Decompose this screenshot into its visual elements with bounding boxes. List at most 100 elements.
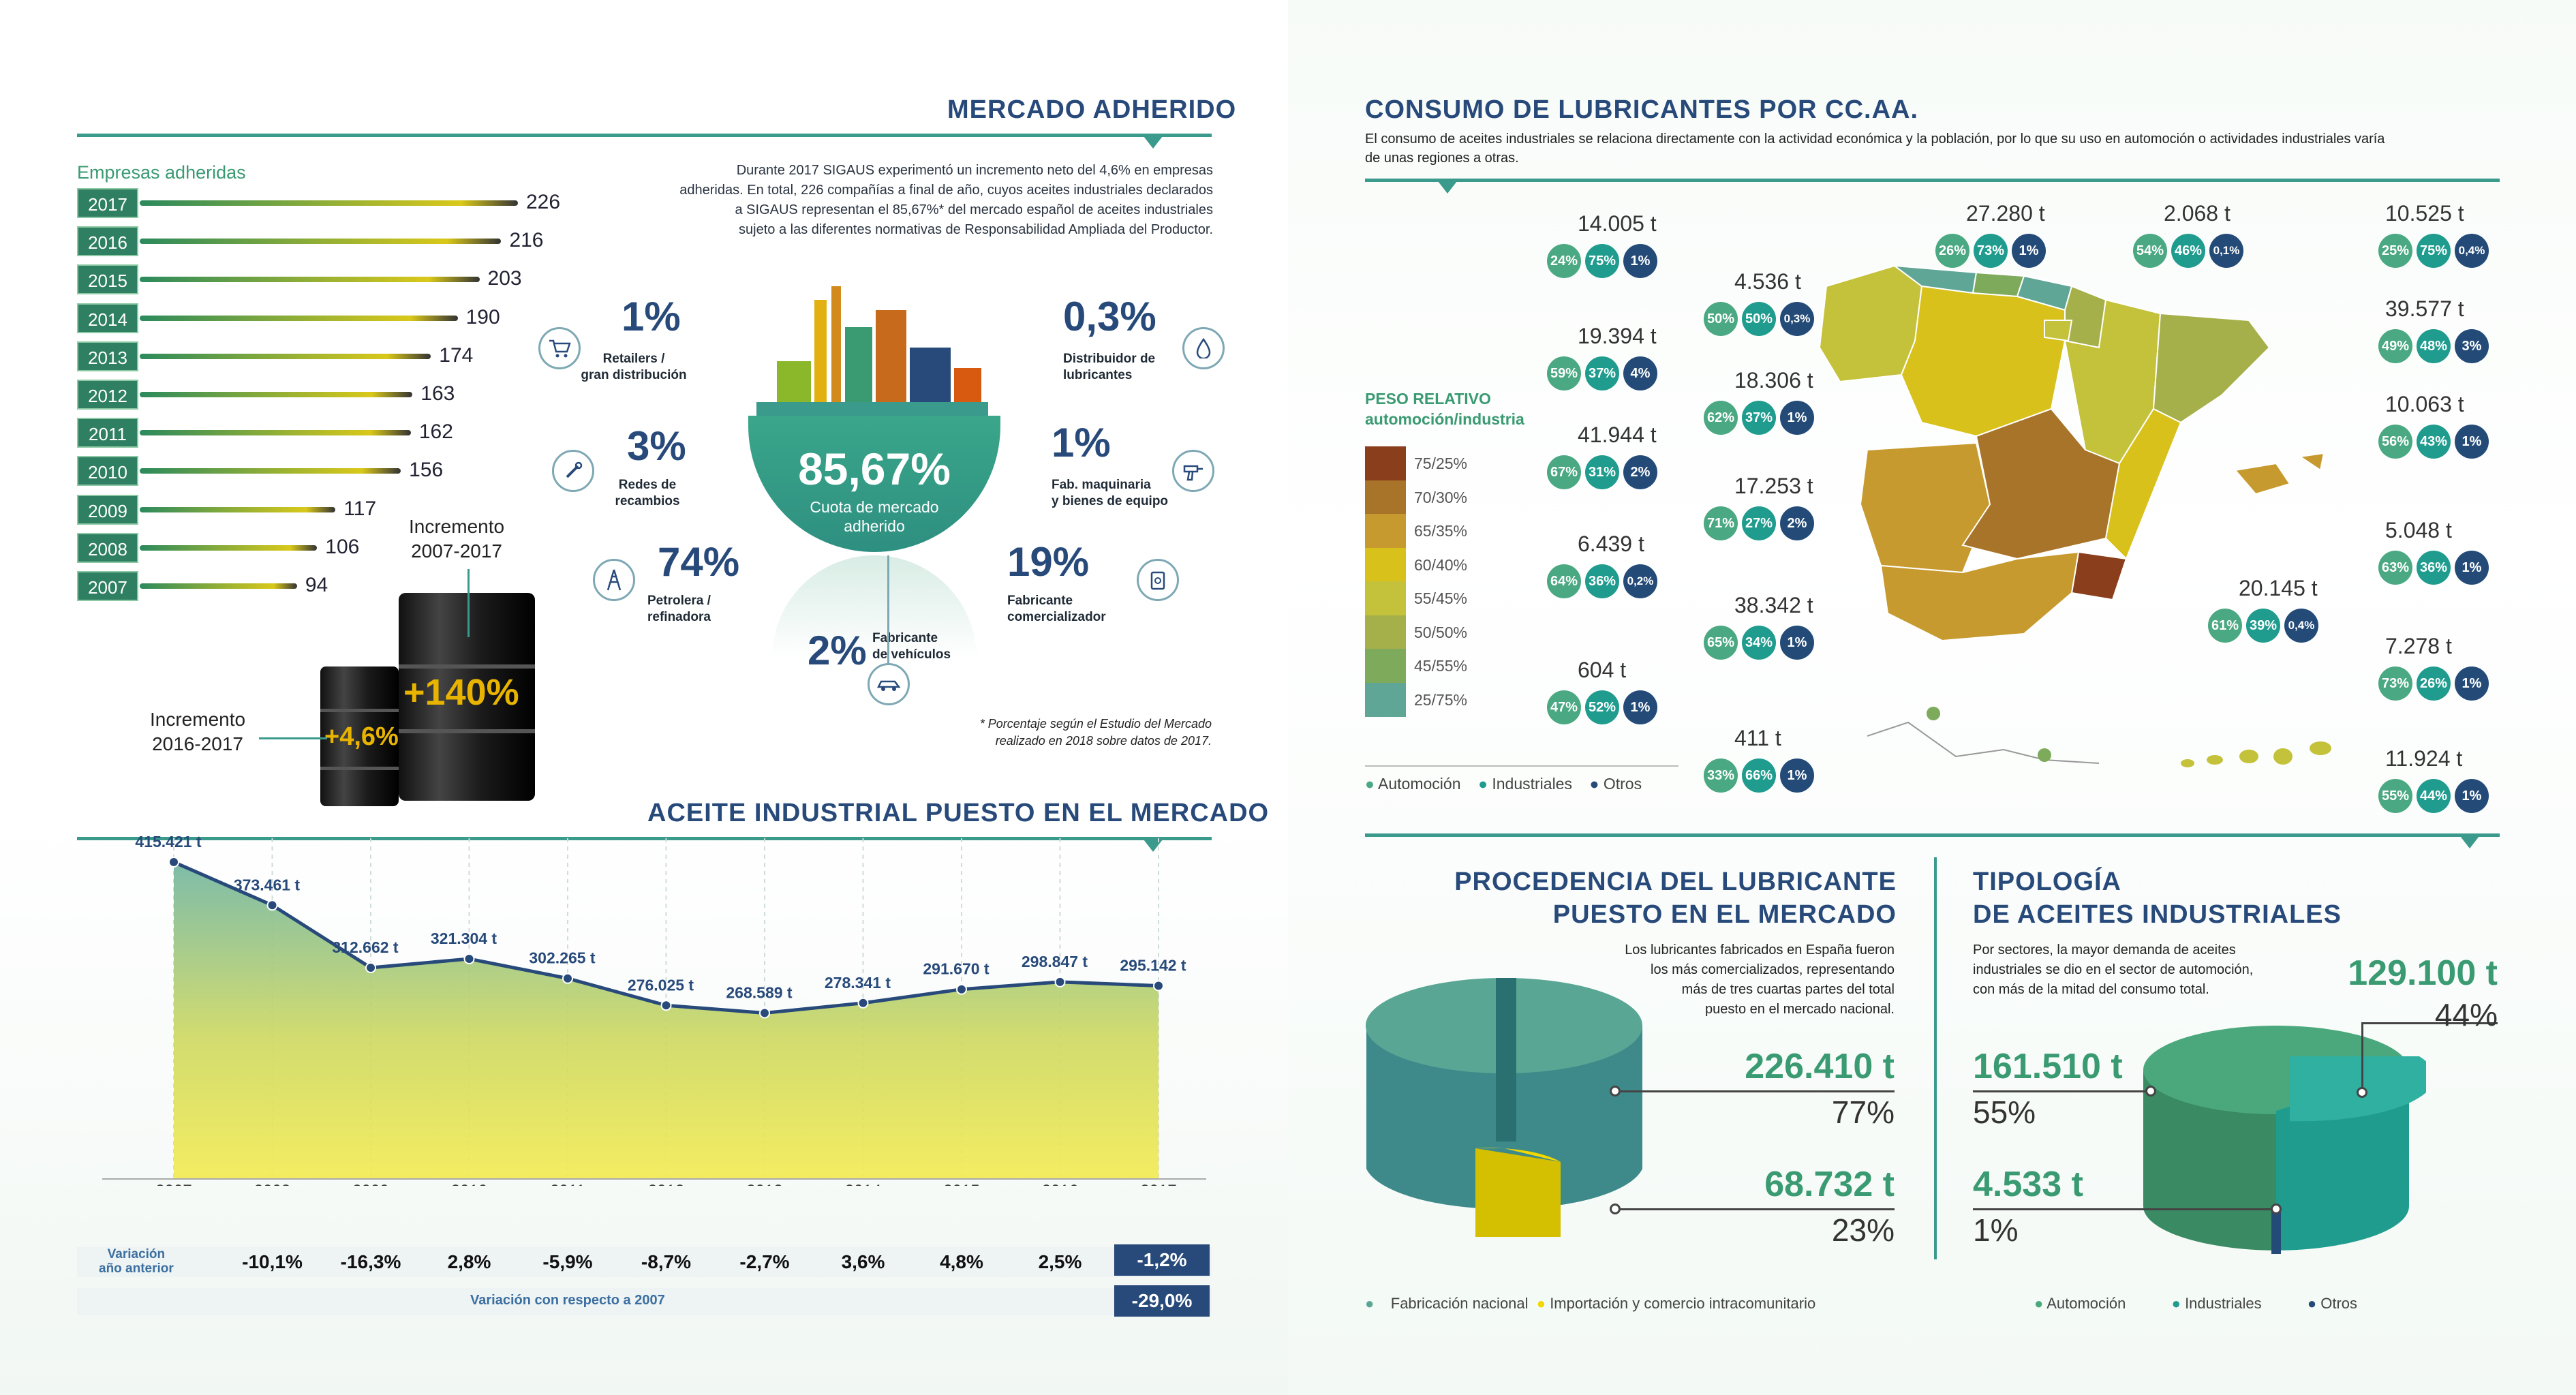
region-share-dot: 1% xyxy=(1623,690,1657,724)
procedencia-value-2: 68.732 t xyxy=(1764,1165,1895,1204)
pie-cut xyxy=(1496,978,1516,1141)
region-share-dot: 1% xyxy=(2012,234,2046,268)
consumo-bottom-arrow xyxy=(2460,836,2479,848)
center-percentage: 85,67% xyxy=(798,444,951,494)
region-total: 38.342 t xyxy=(1734,593,1813,617)
share-redes-pct: 3% xyxy=(627,423,686,469)
empresas-subtitle: Empresas adheridas xyxy=(77,162,246,183)
legend-t-industriales: Industriales xyxy=(2185,1295,2262,1312)
spain-map xyxy=(1818,264,2325,642)
consumo-title: CONSUMO DE LUBRICANTES POR CC.AA. xyxy=(1365,95,1919,124)
oil-can-icon xyxy=(1137,559,1179,601)
total-variation-bg xyxy=(77,1288,1212,1315)
variation-label: Variación año anterior xyxy=(99,1247,174,1276)
region-total: 604 t xyxy=(1578,658,1627,682)
cart-icon xyxy=(538,327,581,369)
region-share-dot: 67% xyxy=(1547,455,1581,489)
consumo-bottom-rule xyxy=(1365,833,2500,837)
region-share-dot: 43% xyxy=(2417,425,2451,459)
data-point xyxy=(168,857,179,868)
scale-swatch xyxy=(1365,615,1406,649)
aceite-rule xyxy=(77,837,1212,840)
scale-label: 60/40% xyxy=(1414,555,1468,574)
region-total: 19.394 t xyxy=(1578,324,1657,348)
island xyxy=(2273,748,2293,765)
comercializador-line: Fabricante xyxy=(1007,594,1073,608)
empresas-bar xyxy=(140,430,411,436)
region-share-dot: 36% xyxy=(1585,564,1619,598)
region-total: 20.145 t xyxy=(2239,576,2318,600)
intro-line: a SIGAUS representan el 85,67%* del merc… xyxy=(735,202,1213,217)
region-murcia xyxy=(2070,551,2128,601)
tipologia-value-otros: 4.533 t xyxy=(1973,1165,2083,1204)
data-point xyxy=(562,972,573,984)
legend-dot-automocion: ● xyxy=(2034,1295,2044,1312)
redes-line: Redes de xyxy=(618,478,677,492)
share-redes-label: Redes de recambios xyxy=(593,477,702,510)
region-total: 411 t xyxy=(1734,726,1781,750)
year-label: 2007 xyxy=(77,571,138,601)
consumo-intro-line: El consumo de aceites industriales se re… xyxy=(1365,132,2385,147)
region-total: 14.005 t xyxy=(1578,211,1657,236)
x-tick-label: 2014 xyxy=(845,1182,881,1186)
data-label: 321.304 t xyxy=(431,930,497,947)
region-share-dot: 65% xyxy=(1704,626,1738,660)
region-share-dot: 2% xyxy=(1780,506,1814,540)
pie-side-automocion xyxy=(2143,1070,2276,1251)
region-share-dot: 50% xyxy=(1704,302,1738,336)
tipologia-pct-otros: 1% xyxy=(1973,1212,2019,1248)
tipologia-dot-2 xyxy=(2271,1204,2282,1214)
scale-swatch xyxy=(1365,446,1406,480)
procedencia-text: Los lubricantes fabricados en España fue… xyxy=(1486,940,1895,1020)
empresas-value: 106 xyxy=(325,535,360,558)
consumo-rule-arrow xyxy=(1438,181,1457,194)
region-share-dot: 1% xyxy=(1780,758,1814,793)
center-caption-line: adherido xyxy=(844,517,905,535)
legend-industriales: Industriales xyxy=(1492,775,1572,793)
region-share-dot: 46% xyxy=(2171,234,2205,268)
x-tick-label: 2015 xyxy=(943,1182,979,1186)
tipologia-text-line: industriales se dio en el sector de auto… xyxy=(1973,962,2254,977)
legend-dot-import: ● xyxy=(1536,1295,1546,1312)
data-point xyxy=(956,983,967,995)
region-share-dot: 26% xyxy=(2417,666,2451,701)
factory-block xyxy=(777,361,811,402)
region-share-dot: 1% xyxy=(2455,551,2489,585)
empresas-bar xyxy=(140,392,413,397)
procedencia-title: PROCEDENCIA DEL LUBRICANTE PUESTO EN EL … xyxy=(1365,865,1897,931)
ceuta-marker xyxy=(1927,707,1940,720)
region-share-dot: 71% xyxy=(1704,506,1738,540)
legend-title-line: automoción/industria xyxy=(1365,410,1524,428)
vehiculos-line: de vehículos xyxy=(872,647,951,662)
legend-t-otros: Otros xyxy=(2320,1295,2358,1312)
x-tick-label: 2012 xyxy=(648,1182,684,1186)
share-vehiculos-pct: 2% xyxy=(808,628,867,673)
procedencia-title-line: PUESTO EN EL MERCADO xyxy=(1552,900,1897,929)
year-label: 2008 xyxy=(77,532,138,563)
year-label: 2012 xyxy=(77,380,138,410)
consumo-rule xyxy=(1365,179,2500,182)
share-comercializador-pct: 19% xyxy=(1007,539,1090,585)
region-valencia xyxy=(2104,408,2182,560)
increment-small-connector xyxy=(259,737,327,739)
total-variation-value: -29,0% xyxy=(1114,1285,1210,1317)
inc1-line2: 2007-2017 xyxy=(411,540,502,562)
maquinaria-line: Fab. maquinaria xyxy=(1052,478,1151,492)
empresas-value: 162 xyxy=(418,420,453,444)
tipologia-pct-industriales: 44% xyxy=(2434,997,2498,1032)
variation-row-bg xyxy=(77,1247,1212,1277)
procedencia-text-line: los más comercializados, representando xyxy=(1651,962,1895,977)
barrel-small-ring xyxy=(320,767,399,770)
oil-drop-icon xyxy=(1182,327,1225,369)
region-share-dot: 56% xyxy=(2378,425,2412,459)
car-icon xyxy=(868,663,910,705)
region-share-dot: 3% xyxy=(2455,329,2489,363)
var-label-line: año anterior xyxy=(99,1261,174,1276)
procedencia-connector-1 xyxy=(1615,1090,1895,1092)
empresas-bar xyxy=(140,583,297,589)
tipologia-connector-1 xyxy=(1973,1090,2150,1092)
empresas-bar xyxy=(140,277,480,283)
intro-line: Durante 2017 SIGAUS experimentó un incre… xyxy=(736,163,1213,178)
region-share-dot: 37% xyxy=(1585,356,1619,390)
comercializador-line: comercializador xyxy=(1007,610,1106,624)
